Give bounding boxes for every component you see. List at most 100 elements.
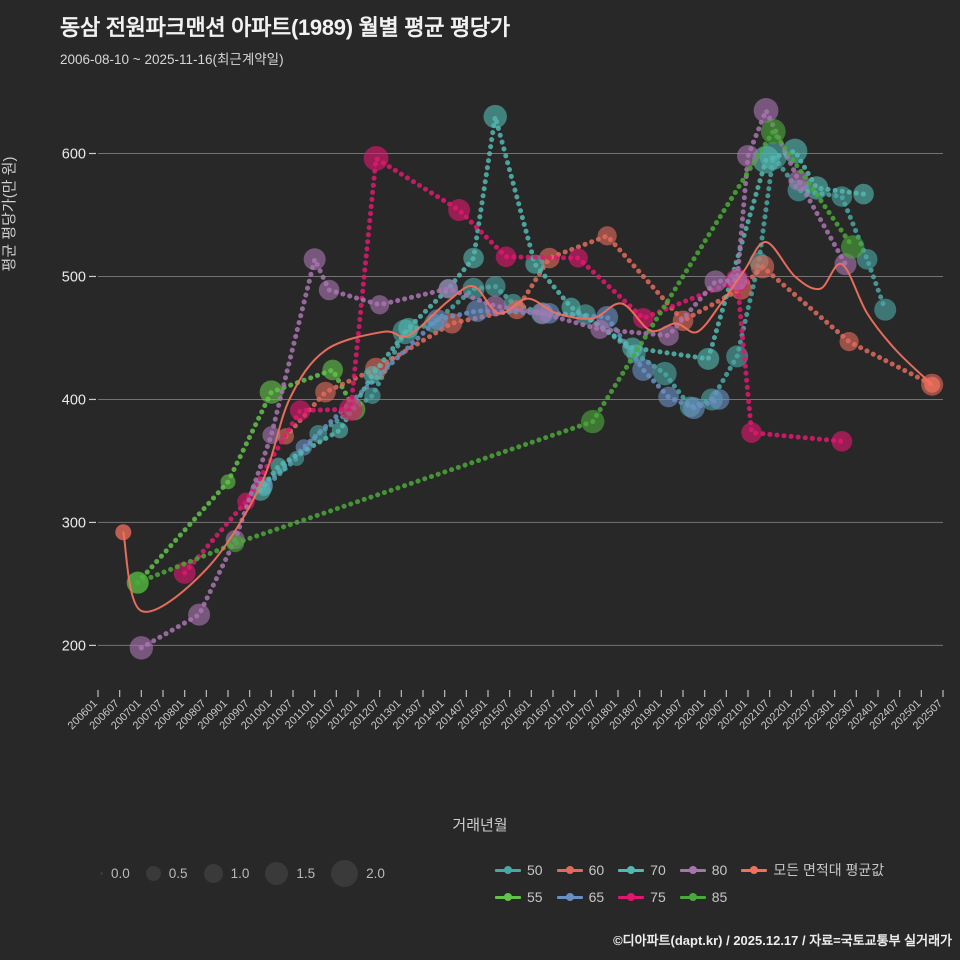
data-point bbox=[874, 298, 897, 321]
y-axis-title: 평균 평당가(만 원) bbox=[1, 156, 18, 272]
legend-item-85[interactable]: 85 bbox=[679, 889, 728, 905]
legend-label: 65 bbox=[588, 889, 605, 905]
data-point bbox=[270, 457, 287, 475]
data-point bbox=[741, 422, 762, 443]
y-tick-label: 400 bbox=[62, 392, 86, 408]
size-legend-item: 2.0 bbox=[331, 860, 385, 887]
chart-header: 동삼 전원파크맨션 아파트(1989) 월별 평균 평당가 2006-08-10… bbox=[60, 10, 940, 68]
size-legend-label: 2.0 bbox=[366, 866, 385, 881]
legend-item-55[interactable]: 55 bbox=[495, 889, 543, 905]
legend-item-75[interactable]: 75 bbox=[618, 889, 666, 905]
size-legend-bubble bbox=[331, 860, 359, 887]
series-모든 면적대 평균값 bbox=[115, 241, 941, 613]
data-point bbox=[315, 381, 336, 403]
legend-item-50[interactable]: 50 bbox=[495, 862, 543, 878]
data-point bbox=[427, 309, 448, 330]
data-point bbox=[364, 387, 381, 404]
data-point bbox=[259, 380, 284, 404]
gridlines bbox=[98, 152, 943, 646]
legend-label: 75 bbox=[650, 889, 666, 905]
data-point bbox=[466, 299, 489, 322]
data-point bbox=[525, 254, 545, 274]
data-point bbox=[831, 430, 853, 452]
size-legend-label: 1.0 bbox=[230, 866, 250, 881]
data-point bbox=[682, 397, 705, 420]
series-80 bbox=[129, 98, 857, 660]
size-legend-label: 0.5 bbox=[168, 866, 188, 881]
data-point bbox=[322, 359, 344, 381]
data-point bbox=[841, 235, 865, 259]
legend-item-80[interactable]: 80 bbox=[679, 862, 728, 878]
legend-item-65[interactable]: 65 bbox=[556, 889, 605, 905]
size-legend-label: 0.0 bbox=[111, 866, 130, 881]
legend-label: 70 bbox=[650, 862, 666, 878]
legend-item-70[interactable]: 70 bbox=[618, 862, 666, 878]
data-point bbox=[597, 226, 617, 246]
data-point bbox=[658, 325, 679, 346]
data-point bbox=[483, 104, 507, 129]
size-legend-label: 1.5 bbox=[296, 866, 316, 881]
chart-subtitle: 2006-08-10 ~ 2025-11-16(최근계약일) bbox=[60, 52, 284, 67]
size-legend-bubble bbox=[145, 866, 161, 881]
data-point bbox=[126, 571, 149, 594]
data-point bbox=[226, 534, 245, 553]
y-tick-label: 300 bbox=[62, 515, 86, 531]
data-point bbox=[484, 295, 506, 317]
data-point bbox=[220, 474, 236, 490]
legend-swatch-icon bbox=[495, 890, 521, 904]
legend-swatch-icon bbox=[556, 863, 583, 877]
y-tick-label: 500 bbox=[62, 269, 86, 285]
data-point bbox=[438, 279, 458, 299]
data-point bbox=[653, 361, 677, 386]
size-legend-bubble bbox=[265, 862, 289, 885]
data-point bbox=[303, 248, 326, 271]
data-point bbox=[295, 439, 313, 456]
legend-swatch-icon bbox=[618, 863, 645, 877]
size-legend-item: 0.5 bbox=[145, 866, 188, 881]
data-point bbox=[484, 276, 506, 297]
data-point bbox=[363, 365, 382, 384]
legend-label: 85 bbox=[711, 889, 728, 905]
legend-label: 모든 면적대 평균값 bbox=[773, 862, 885, 878]
y-tick-label: 600 bbox=[62, 146, 86, 162]
data-point bbox=[632, 358, 655, 381]
footer-credit: ©디아파트(dapt.kr) / 2025.12.17 / 자료=국토교통부 실… bbox=[613, 933, 952, 948]
data-point bbox=[788, 170, 809, 191]
data-point bbox=[924, 376, 941, 393]
legend-label: 60 bbox=[588, 862, 605, 878]
data-point bbox=[129, 636, 154, 660]
data-point bbox=[495, 246, 517, 268]
data-point bbox=[188, 603, 211, 626]
legend-swatch-icon bbox=[556, 890, 583, 904]
data-point bbox=[760, 118, 786, 144]
data-point bbox=[115, 524, 132, 541]
legend-label: 55 bbox=[527, 889, 543, 905]
data-point bbox=[658, 386, 679, 408]
series-legend-row-1: 50 60 70 80 모든 면적대 평균값 bbox=[495, 860, 950, 880]
data-point bbox=[834, 253, 857, 276]
data-point bbox=[370, 295, 390, 315]
data-point bbox=[448, 199, 471, 222]
data-point bbox=[839, 332, 859, 352]
series-legend-row-2: 55 65 75 85 bbox=[495, 889, 950, 905]
size-legend: 0.0 0.5 1.0 1.5 2.0 bbox=[100, 860, 401, 887]
legend-swatch-icon bbox=[741, 863, 768, 877]
series-85 bbox=[126, 118, 865, 594]
chart-svg: 2003004005006002006012006072007012007072… bbox=[62, 98, 945, 732]
legend-item-60[interactable]: 60 bbox=[556, 862, 605, 878]
series-75 bbox=[173, 146, 853, 584]
page-title: 동삼 전원파크맨션 아파트(1989) 월별 평균 평당가 bbox=[60, 15, 510, 40]
size-legend-item: 0.0 bbox=[100, 866, 130, 881]
legend-swatch-icon bbox=[618, 890, 645, 904]
data-point bbox=[318, 279, 340, 301]
legend-item-모든 면적대 평균값[interactable]: 모든 면적대 평균값 bbox=[741, 860, 884, 880]
series-50 bbox=[255, 142, 897, 497]
series-legend: 50 60 70 80 모든 면적대 평균값 55 65 75 85 bbox=[495, 860, 950, 905]
data-point bbox=[581, 409, 605, 434]
data-point bbox=[561, 297, 581, 317]
legend-swatch-icon bbox=[679, 890, 706, 904]
data-point bbox=[363, 146, 389, 171]
data-point bbox=[568, 248, 588, 268]
legend-label: 80 bbox=[711, 862, 728, 878]
